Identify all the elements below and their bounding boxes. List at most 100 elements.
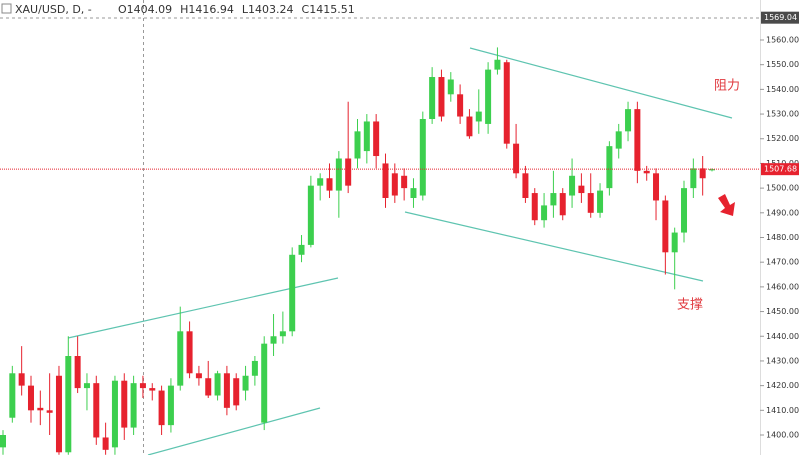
candle-body [55,375,62,453]
candle-body [671,232,678,253]
candle-body [690,168,697,189]
candle-body [709,169,715,171]
candle-body [643,170,650,174]
candle-body [391,173,398,196]
y-tick-label: 1420.00 [766,381,799,390]
candle-body [9,373,16,418]
candle-body [186,331,193,374]
symbol-icon [1,3,12,14]
down-arrow [718,194,735,216]
candle-body [233,378,240,406]
candle-body [46,410,53,413]
ohlc-value: O1404.09 [118,3,172,16]
candle-body [373,121,380,157]
y-tick-label: 1450.00 [766,307,799,316]
candle-body [242,375,249,391]
candle-body [270,336,277,344]
last-price-label: 1507.68 [764,165,797,174]
candle-body [597,190,604,213]
candle-body [410,188,417,198]
trend-line [404,211,704,282]
candle-body [195,373,202,379]
y-tick-label: 1400.00 [766,431,799,440]
candle-body [447,79,454,95]
candle-body [205,378,212,396]
candle-body [662,200,669,253]
trend-line [147,407,321,455]
ohlc-value: L1403.24 [242,3,294,16]
candle-body [531,193,538,221]
y-tick-label: 1560.00 [766,35,799,44]
candle-body [559,193,566,216]
candle-body [587,193,594,213]
trend-line [469,47,733,119]
candle-body [550,193,557,206]
candle-body [653,173,660,201]
candle-body [223,373,230,408]
candle-body [513,143,520,174]
candle-body [541,205,548,221]
candle-body [158,390,165,426]
candle-body [485,69,492,124]
ohlc-value: H1416.94 [180,3,234,16]
candle-body [615,131,622,149]
y-tick-label: 1440.00 [766,332,799,341]
candle-body [569,175,576,196]
candle-body [522,173,529,198]
candle-body [102,437,109,450]
trend-line [67,277,339,339]
candle-body [335,158,342,191]
y-tick-label: 1500.00 [766,184,799,193]
candle-body [93,383,100,438]
candle-body [18,373,25,386]
chart-title: XAU/USD, D, - [15,3,92,16]
candle-body [634,109,641,171]
candle-body [167,385,174,426]
candle-body [494,59,501,70]
candle-body [317,178,324,186]
candle-body [401,175,408,189]
candle-body [130,383,137,428]
annotation: 支撑 [677,298,703,313]
candle-body [251,360,258,376]
y-tick-label: 1490.00 [766,208,799,217]
candle-body [326,178,333,191]
candle-body [345,158,352,186]
candle-body [37,407,44,411]
candle-body [382,163,389,198]
y-tick-label: 1520.00 [766,134,799,143]
candle-body [139,383,146,389]
candle-body [419,118,426,196]
candle-body [83,383,90,389]
y-tick-label: 1410.00 [766,406,799,415]
candle-body [503,62,510,144]
candle-body [307,185,314,245]
candle-body [111,380,118,448]
candle-body [466,116,473,137]
candle-body [177,331,184,386]
ohlc-value: C1415.51 [302,3,355,16]
candle-body [625,109,632,132]
y-tick-label: 1550.00 [766,60,799,69]
high-marker-label: 1569.04 [764,13,797,22]
last-price-tag [761,163,799,176]
candle-body [475,111,482,122]
y-tick-label: 1540.00 [766,85,799,94]
y-tick-label: 1460.00 [766,282,799,291]
candle-body [681,188,688,233]
candle-body [289,254,296,332]
y-tick-label: 1470.00 [766,258,799,267]
candle-body [354,131,361,159]
high-marker-tag [761,11,799,24]
candle-body [457,94,464,117]
candle-body [606,146,613,189]
candle-body [363,121,370,152]
candle-body [699,168,706,179]
candle-body [261,343,268,423]
candle-body [578,185,585,194]
y-tick-label: 1530.00 [766,110,799,119]
trend-lines [67,47,733,455]
y-tick-label: 1480.00 [766,233,799,242]
candle-body [214,373,221,396]
